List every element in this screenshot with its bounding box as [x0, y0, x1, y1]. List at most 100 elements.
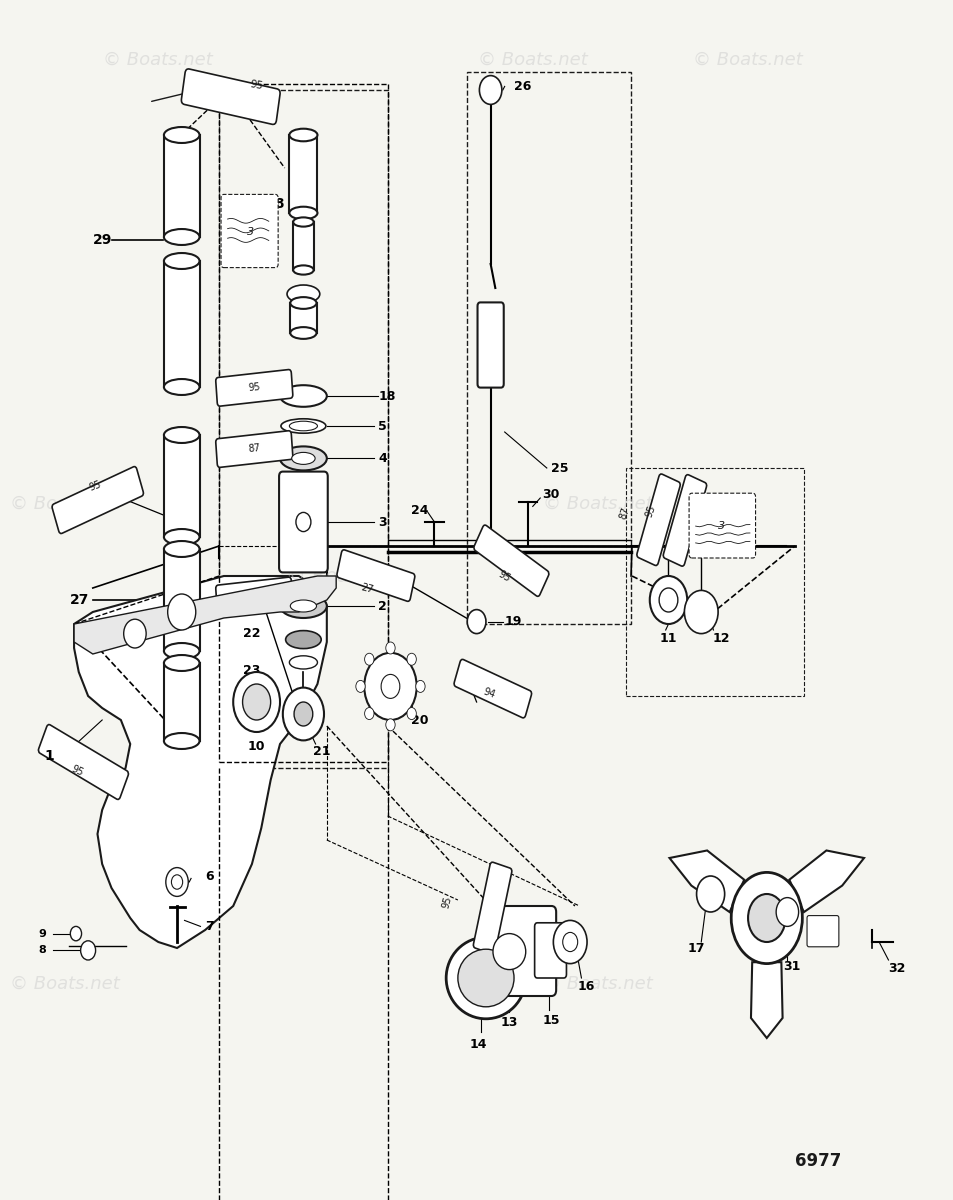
Circle shape: [294, 702, 313, 726]
Ellipse shape: [457, 949, 514, 1007]
Ellipse shape: [290, 600, 316, 612]
Polygon shape: [669, 851, 743, 912]
Ellipse shape: [285, 631, 321, 648]
Ellipse shape: [164, 529, 199, 545]
Circle shape: [730, 872, 801, 964]
Circle shape: [355, 680, 365, 692]
Text: 12: 12: [712, 632, 729, 644]
Ellipse shape: [287, 284, 319, 302]
Text: 23: 23: [242, 665, 259, 677]
FancyBboxPatch shape: [52, 467, 143, 534]
Circle shape: [747, 894, 784, 942]
FancyBboxPatch shape: [181, 68, 280, 125]
Polygon shape: [788, 851, 863, 912]
Text: 20: 20: [411, 714, 428, 726]
Circle shape: [71, 926, 81, 941]
Circle shape: [659, 588, 678, 612]
Text: 13: 13: [500, 1016, 517, 1028]
Text: © Boats.net: © Boats.net: [543, 974, 653, 994]
Text: © Boats.net: © Boats.net: [693, 50, 802, 68]
Ellipse shape: [164, 541, 199, 557]
Text: © Boats.net: © Boats.net: [286, 566, 405, 586]
Ellipse shape: [446, 937, 525, 1019]
Circle shape: [479, 76, 501, 104]
FancyBboxPatch shape: [215, 577, 293, 613]
Text: 95: 95: [69, 763, 85, 778]
Text: © Boats.net: © Boats.net: [10, 974, 119, 994]
Ellipse shape: [280, 446, 327, 470]
Polygon shape: [750, 962, 781, 1038]
Text: 95: 95: [439, 895, 453, 910]
Ellipse shape: [290, 328, 316, 338]
Circle shape: [295, 512, 311, 532]
Circle shape: [683, 590, 718, 634]
Text: 15: 15: [541, 1014, 559, 1026]
Text: 16: 16: [578, 980, 595, 992]
Circle shape: [242, 684, 271, 720]
Text: 29: 29: [92, 233, 112, 247]
Bar: [164, 550, 199, 650]
Ellipse shape: [164, 733, 199, 749]
Text: 10: 10: [248, 740, 265, 752]
Ellipse shape: [280, 385, 327, 407]
Text: 87: 87: [248, 589, 261, 601]
Text: 27: 27: [359, 583, 374, 595]
Text: 25: 25: [551, 462, 568, 474]
Ellipse shape: [289, 421, 317, 431]
FancyBboxPatch shape: [279, 472, 328, 572]
Text: 32: 32: [887, 962, 905, 974]
Bar: [626, 468, 803, 696]
FancyBboxPatch shape: [485, 906, 556, 996]
FancyBboxPatch shape: [806, 916, 838, 947]
Circle shape: [172, 875, 182, 889]
Text: © Boats.net: © Boats.net: [103, 50, 213, 68]
Circle shape: [233, 672, 280, 732]
Circle shape: [385, 719, 395, 731]
Bar: [164, 662, 199, 742]
Text: © Boats.net: © Boats.net: [10, 494, 119, 514]
Text: 1: 1: [44, 749, 53, 763]
FancyBboxPatch shape: [474, 526, 548, 596]
Circle shape: [166, 868, 188, 896]
Ellipse shape: [481, 546, 498, 558]
Ellipse shape: [493, 934, 525, 970]
Text: 26: 26: [514, 80, 531, 92]
Text: 5: 5: [378, 420, 387, 432]
Circle shape: [649, 576, 686, 624]
Text: 4: 4: [378, 452, 387, 464]
Ellipse shape: [164, 643, 199, 659]
Text: 9: 9: [38, 929, 47, 938]
Ellipse shape: [164, 379, 199, 395]
Ellipse shape: [280, 594, 327, 618]
Text: 17: 17: [686, 942, 704, 954]
FancyBboxPatch shape: [637, 474, 679, 565]
Circle shape: [407, 653, 416, 665]
Text: 6977: 6977: [795, 1152, 841, 1170]
Ellipse shape: [290, 298, 316, 308]
Text: 18: 18: [378, 390, 395, 402]
PathPatch shape: [74, 576, 327, 948]
Circle shape: [81, 941, 95, 960]
Text: 2: 2: [378, 600, 387, 612]
Ellipse shape: [164, 253, 199, 269]
Text: 14: 14: [470, 1038, 487, 1050]
FancyBboxPatch shape: [454, 659, 531, 718]
Bar: [219, 90, 387, 768]
Circle shape: [380, 674, 399, 698]
Ellipse shape: [164, 127, 199, 143]
Text: 3: 3: [246, 227, 253, 236]
Circle shape: [407, 708, 416, 720]
Ellipse shape: [164, 655, 199, 671]
FancyBboxPatch shape: [662, 475, 706, 566]
Circle shape: [553, 920, 586, 964]
FancyBboxPatch shape: [215, 370, 293, 406]
PathPatch shape: [74, 576, 335, 654]
Text: 95: 95: [497, 569, 512, 583]
Circle shape: [124, 619, 146, 648]
Ellipse shape: [289, 655, 317, 670]
Text: 95: 95: [248, 382, 261, 394]
Bar: [164, 260, 199, 386]
Bar: [467, 72, 630, 624]
Ellipse shape: [289, 206, 317, 220]
Circle shape: [776, 898, 798, 926]
